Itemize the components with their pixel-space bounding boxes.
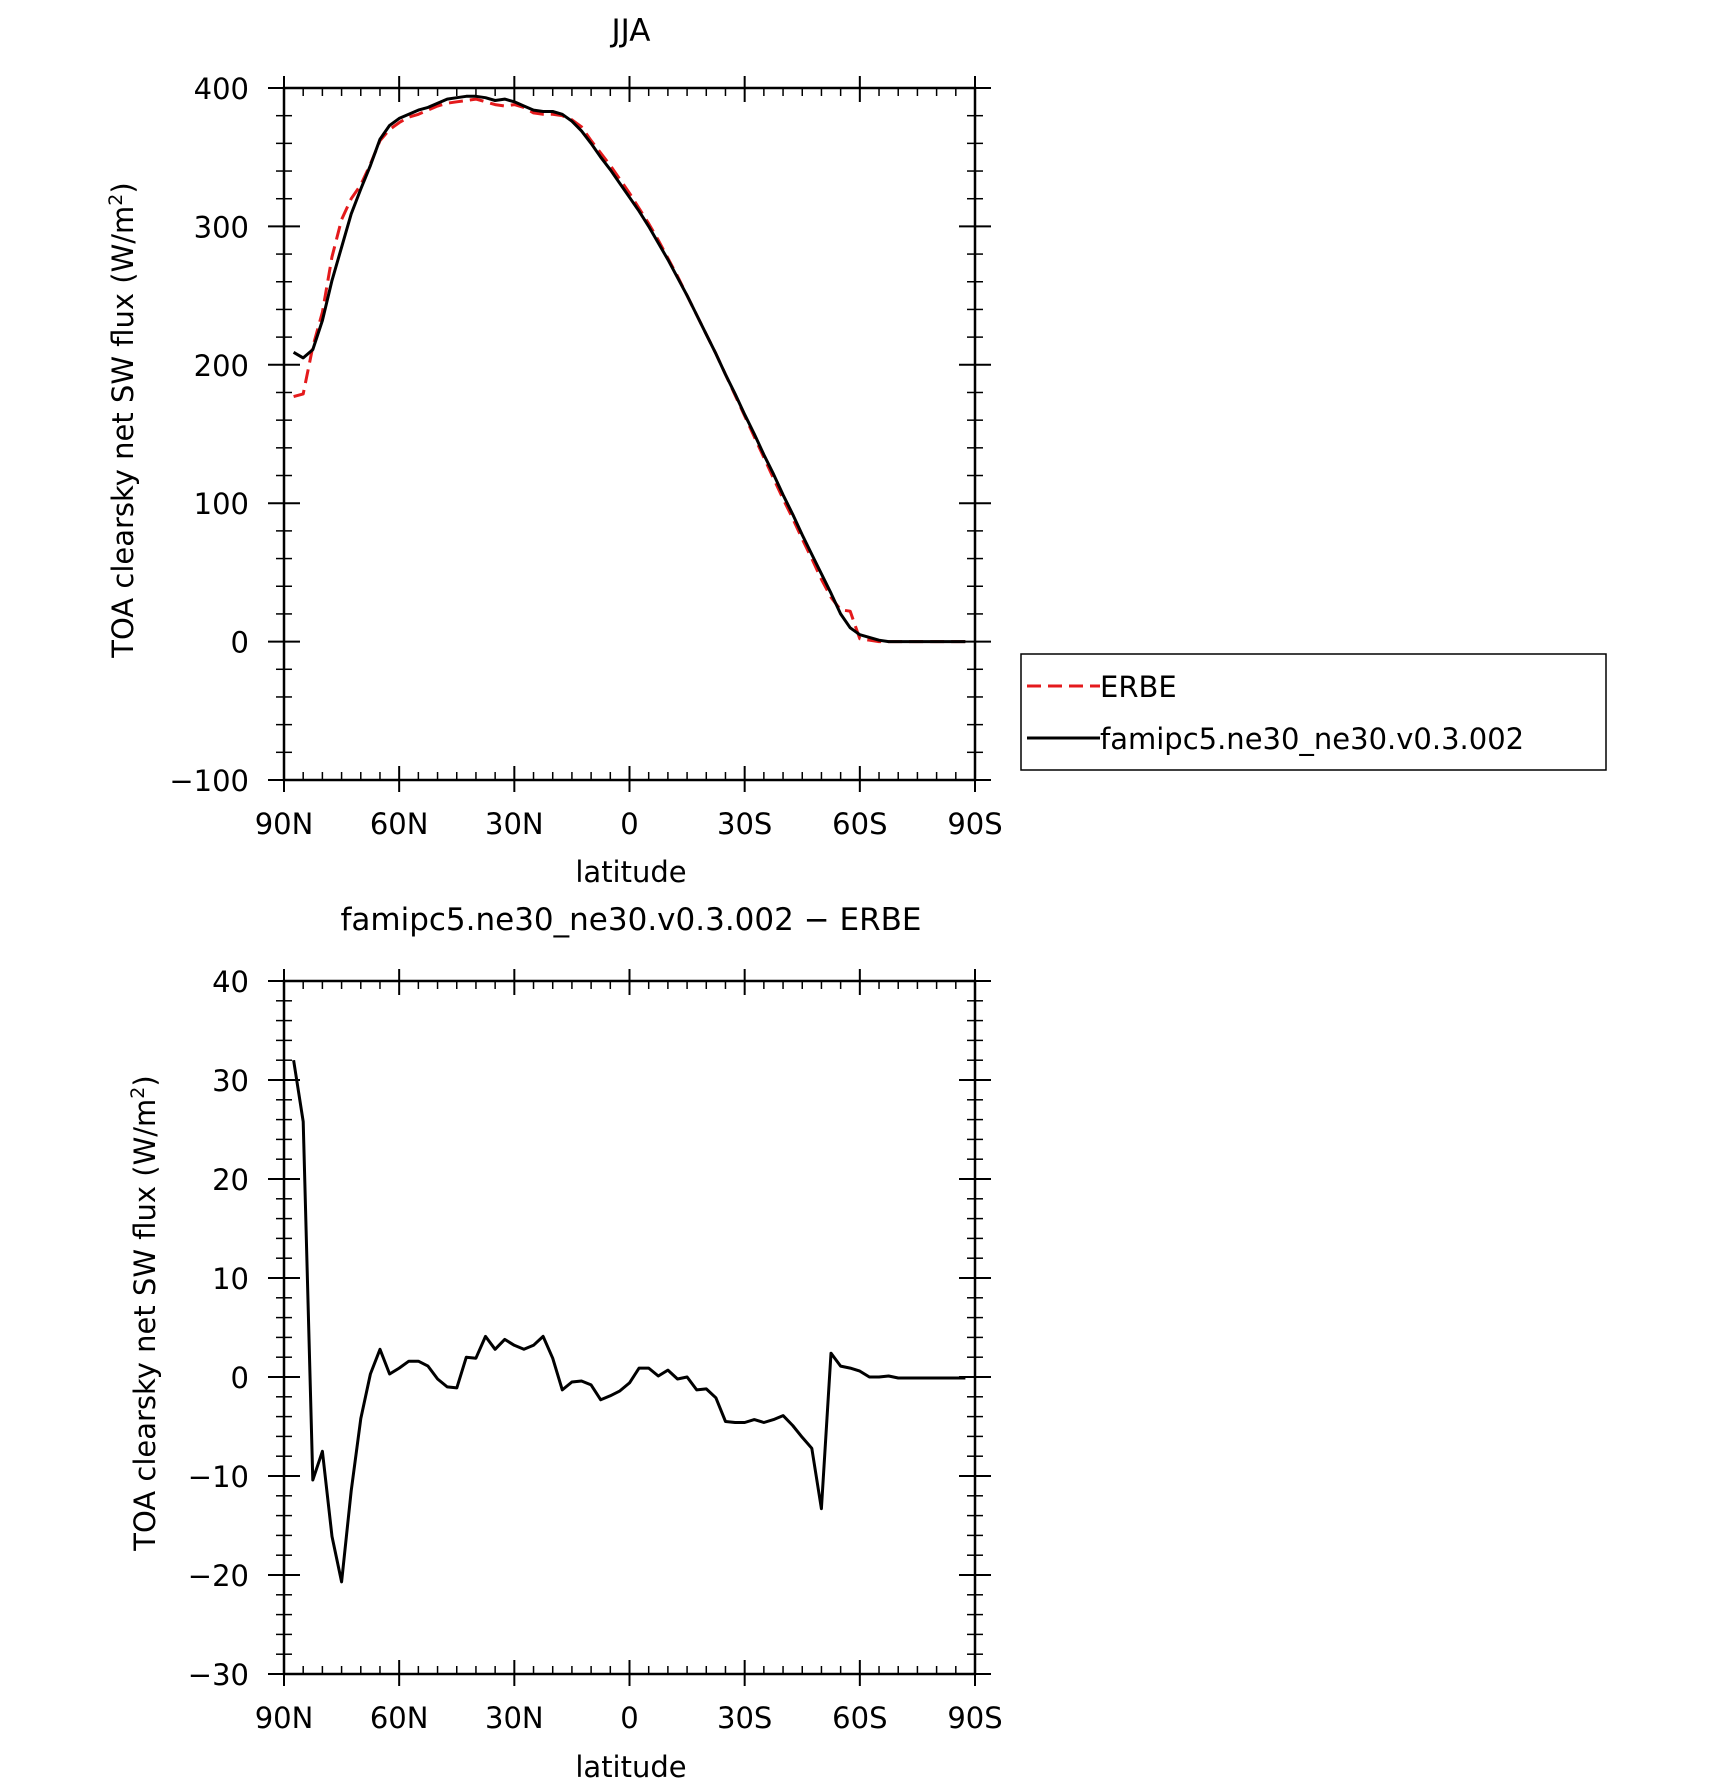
y-tick-label: 0 [231,626,249,660]
x-tick-label: 60S [832,807,887,841]
x-tick-label: 30S [717,1701,772,1735]
x-axis-label: latitude [575,1750,686,1784]
y-axis-label: TOA clearsky net SW flux (W/m2) [105,182,140,658]
y-tick-label: 400 [194,72,249,106]
y-axis-label: TOA clearsky net SW flux (W/m2) [127,1075,162,1551]
x-tick-label: 30S [717,807,772,841]
x-tick-label: 90S [947,1701,1002,1735]
plot-frame [282,979,977,1676]
y-tick-label: 10 [212,1262,249,1296]
y-tick-label: 300 [194,210,249,244]
legend-box [1020,653,1607,771]
x-tick-label: 60S [832,1701,887,1735]
y-tick-label: 20 [212,1163,249,1197]
x-axis-label: latitude [575,855,686,889]
x-tick-label: 60N [370,1701,429,1735]
plot-area: 90N 60N 30N 0 30S 60S 90S 40 30 20 10 0 −10 −20 −30 [188,965,1003,1735]
x-tick-label: 0 [620,1701,638,1735]
y-tick-label: −100 [169,764,249,798]
y-axis-label-main: TOA clearsky net SW flux (W/m [106,206,140,659]
y-tick-label: −10 [188,1460,249,1494]
x-tick-label: 90S [947,807,1002,841]
x-tick-label: 0 [620,807,638,841]
chart-panel-bottom: famipc5.ne30_ne30.v0.3.002 − ERBE 90N 60N… [127,902,1003,1784]
x-tick-label: 30N [485,807,544,841]
chart-title: famipc5.ne30_ne30.v0.3.002 − ERBE [340,902,921,938]
series-line-0 [292,1059,966,1584]
y-axis-label-tail: ) [106,182,140,193]
y-axis-label-sup: 2 [105,194,127,206]
legend-label-erbe: ERBE [1100,670,1177,704]
series-line-1 [292,94,966,644]
legend: ERBE famipc5.ne30_ne30.v0.3.002 [1020,653,1607,771]
chart-title: JJA [610,13,651,49]
x-tick-label: 90N [255,1701,314,1735]
x-tick-label: 90N [255,807,314,841]
y-tick-label: 30 [212,1064,249,1098]
chart-panel-top: JJA 90N 60N 30N 0 30S 60S 90S 400 300 200 100 0 −100… [105,13,1607,889]
y-axis-label-tail: ) [128,1075,162,1086]
y-tick-label: 200 [194,349,249,383]
legend-label-model: famipc5.ne30_ne30.v0.3.002 [1100,722,1524,756]
plot-area: 90N 60N 30N 0 30S 60S 90S 400 300 200 100 0 −100 [169,72,1002,841]
y-tick-label: −30 [188,1658,249,1692]
x-tick-label: 60N [370,807,429,841]
series-line-0 [293,97,966,644]
y-axis-label-sup: 2 [127,1087,149,1099]
y-tick-label: −20 [188,1559,249,1593]
y-tick-label: 100 [194,487,249,521]
x-tick-label: 30N [485,1701,544,1735]
y-tick-label: 0 [231,1361,249,1395]
y-axis-label-main: TOA clearsky net SW flux (W/m [128,1099,162,1552]
y-tick-label: 40 [212,965,249,999]
